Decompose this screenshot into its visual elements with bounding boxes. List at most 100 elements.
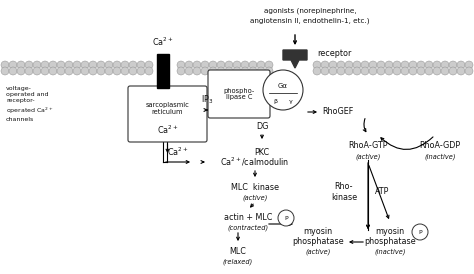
Text: angiotensin II, endothelin-1, etc.): angiotensin II, endothelin-1, etc.) [250,18,370,24]
Circle shape [49,61,57,69]
Bar [157,54,169,88]
Circle shape [465,61,473,69]
Text: phospho-
lipase C: phospho- lipase C [223,87,255,101]
Circle shape [41,61,49,69]
Circle shape [129,61,137,69]
Text: P: P [284,215,288,221]
Circle shape [417,67,425,75]
Circle shape [263,70,303,110]
Circle shape [209,61,217,69]
Text: (active): (active) [356,154,381,160]
Circle shape [177,67,185,75]
Text: Ca$^{2+}$: Ca$^{2+}$ [167,145,189,158]
Circle shape [412,224,428,240]
Text: RhoA-GDP: RhoA-GDP [419,141,461,150]
Circle shape [385,67,393,75]
Circle shape [417,61,425,69]
Circle shape [225,61,233,69]
Circle shape [329,67,337,75]
Text: RhoGEF: RhoGEF [322,107,353,116]
Circle shape [241,61,249,69]
Circle shape [321,61,329,69]
Circle shape [441,67,449,75]
Text: (inactive): (inactive) [374,249,406,255]
Circle shape [225,67,233,75]
Circle shape [329,61,337,69]
Circle shape [401,67,409,75]
Text: (inactive): (inactive) [424,154,456,160]
Circle shape [433,61,441,69]
Text: PKC: PKC [255,148,270,157]
Text: Gα: Gα [278,83,288,89]
Circle shape [41,67,49,75]
Circle shape [81,67,89,75]
Circle shape [385,61,393,69]
Text: myosin: myosin [375,227,405,236]
Text: receptor: receptor [317,50,351,59]
Circle shape [17,67,25,75]
Circle shape [193,67,201,75]
Text: agonists (norepinephrine,: agonists (norepinephrine, [264,8,356,15]
Circle shape [233,67,241,75]
Circle shape [201,61,209,69]
Circle shape [137,67,145,75]
Circle shape [353,67,361,75]
Text: IP$_3$: IP$_3$ [201,93,214,106]
Text: RhoA-GTP: RhoA-GTP [348,141,388,150]
Circle shape [177,61,185,69]
Text: phosphatase: phosphatase [364,238,416,247]
Circle shape [1,67,9,75]
Circle shape [361,61,369,69]
Circle shape [393,61,401,69]
Text: actin + MLC: actin + MLC [224,213,272,222]
Circle shape [249,61,257,69]
Circle shape [233,61,241,69]
Circle shape [321,67,329,75]
Text: Ca$^{2+}$/calmodulin: Ca$^{2+}$/calmodulin [220,156,290,168]
Circle shape [257,67,265,75]
Circle shape [97,61,105,69]
Circle shape [201,67,209,75]
Circle shape [65,67,73,75]
Text: (relaxed): (relaxed) [223,259,253,265]
Circle shape [57,61,65,69]
Circle shape [9,61,17,69]
Text: MLC  kinase: MLC kinase [231,184,279,193]
Text: Ca$^{2+}$: Ca$^{2+}$ [157,124,178,136]
Circle shape [33,67,41,75]
Circle shape [217,61,225,69]
Circle shape [145,61,153,69]
Text: P: P [418,230,422,235]
Text: ATP: ATP [375,187,389,196]
Circle shape [185,61,193,69]
Circle shape [25,67,33,75]
Circle shape [425,61,433,69]
Circle shape [129,67,137,75]
Text: sarcoplasmic
reticulum: sarcoplasmic reticulum [146,102,190,115]
Circle shape [73,61,81,69]
Circle shape [265,67,273,75]
Circle shape [278,210,294,226]
Circle shape [345,61,353,69]
Circle shape [441,61,449,69]
Circle shape [33,61,41,69]
Circle shape [73,67,81,75]
Circle shape [105,61,113,69]
Circle shape [433,67,441,75]
Text: MLC: MLC [229,247,246,256]
FancyBboxPatch shape [128,86,207,142]
Circle shape [89,67,97,75]
Text: phosphatase: phosphatase [292,238,344,247]
Circle shape [57,67,65,75]
Circle shape [257,61,265,69]
Circle shape [113,61,121,69]
Circle shape [217,67,225,75]
Text: γ: γ [289,98,293,104]
Circle shape [81,61,89,69]
Circle shape [105,67,113,75]
Circle shape [409,61,417,69]
Text: Ca$^{2+}$: Ca$^{2+}$ [152,36,173,48]
Circle shape [377,61,385,69]
Circle shape [89,61,97,69]
Circle shape [457,61,465,69]
